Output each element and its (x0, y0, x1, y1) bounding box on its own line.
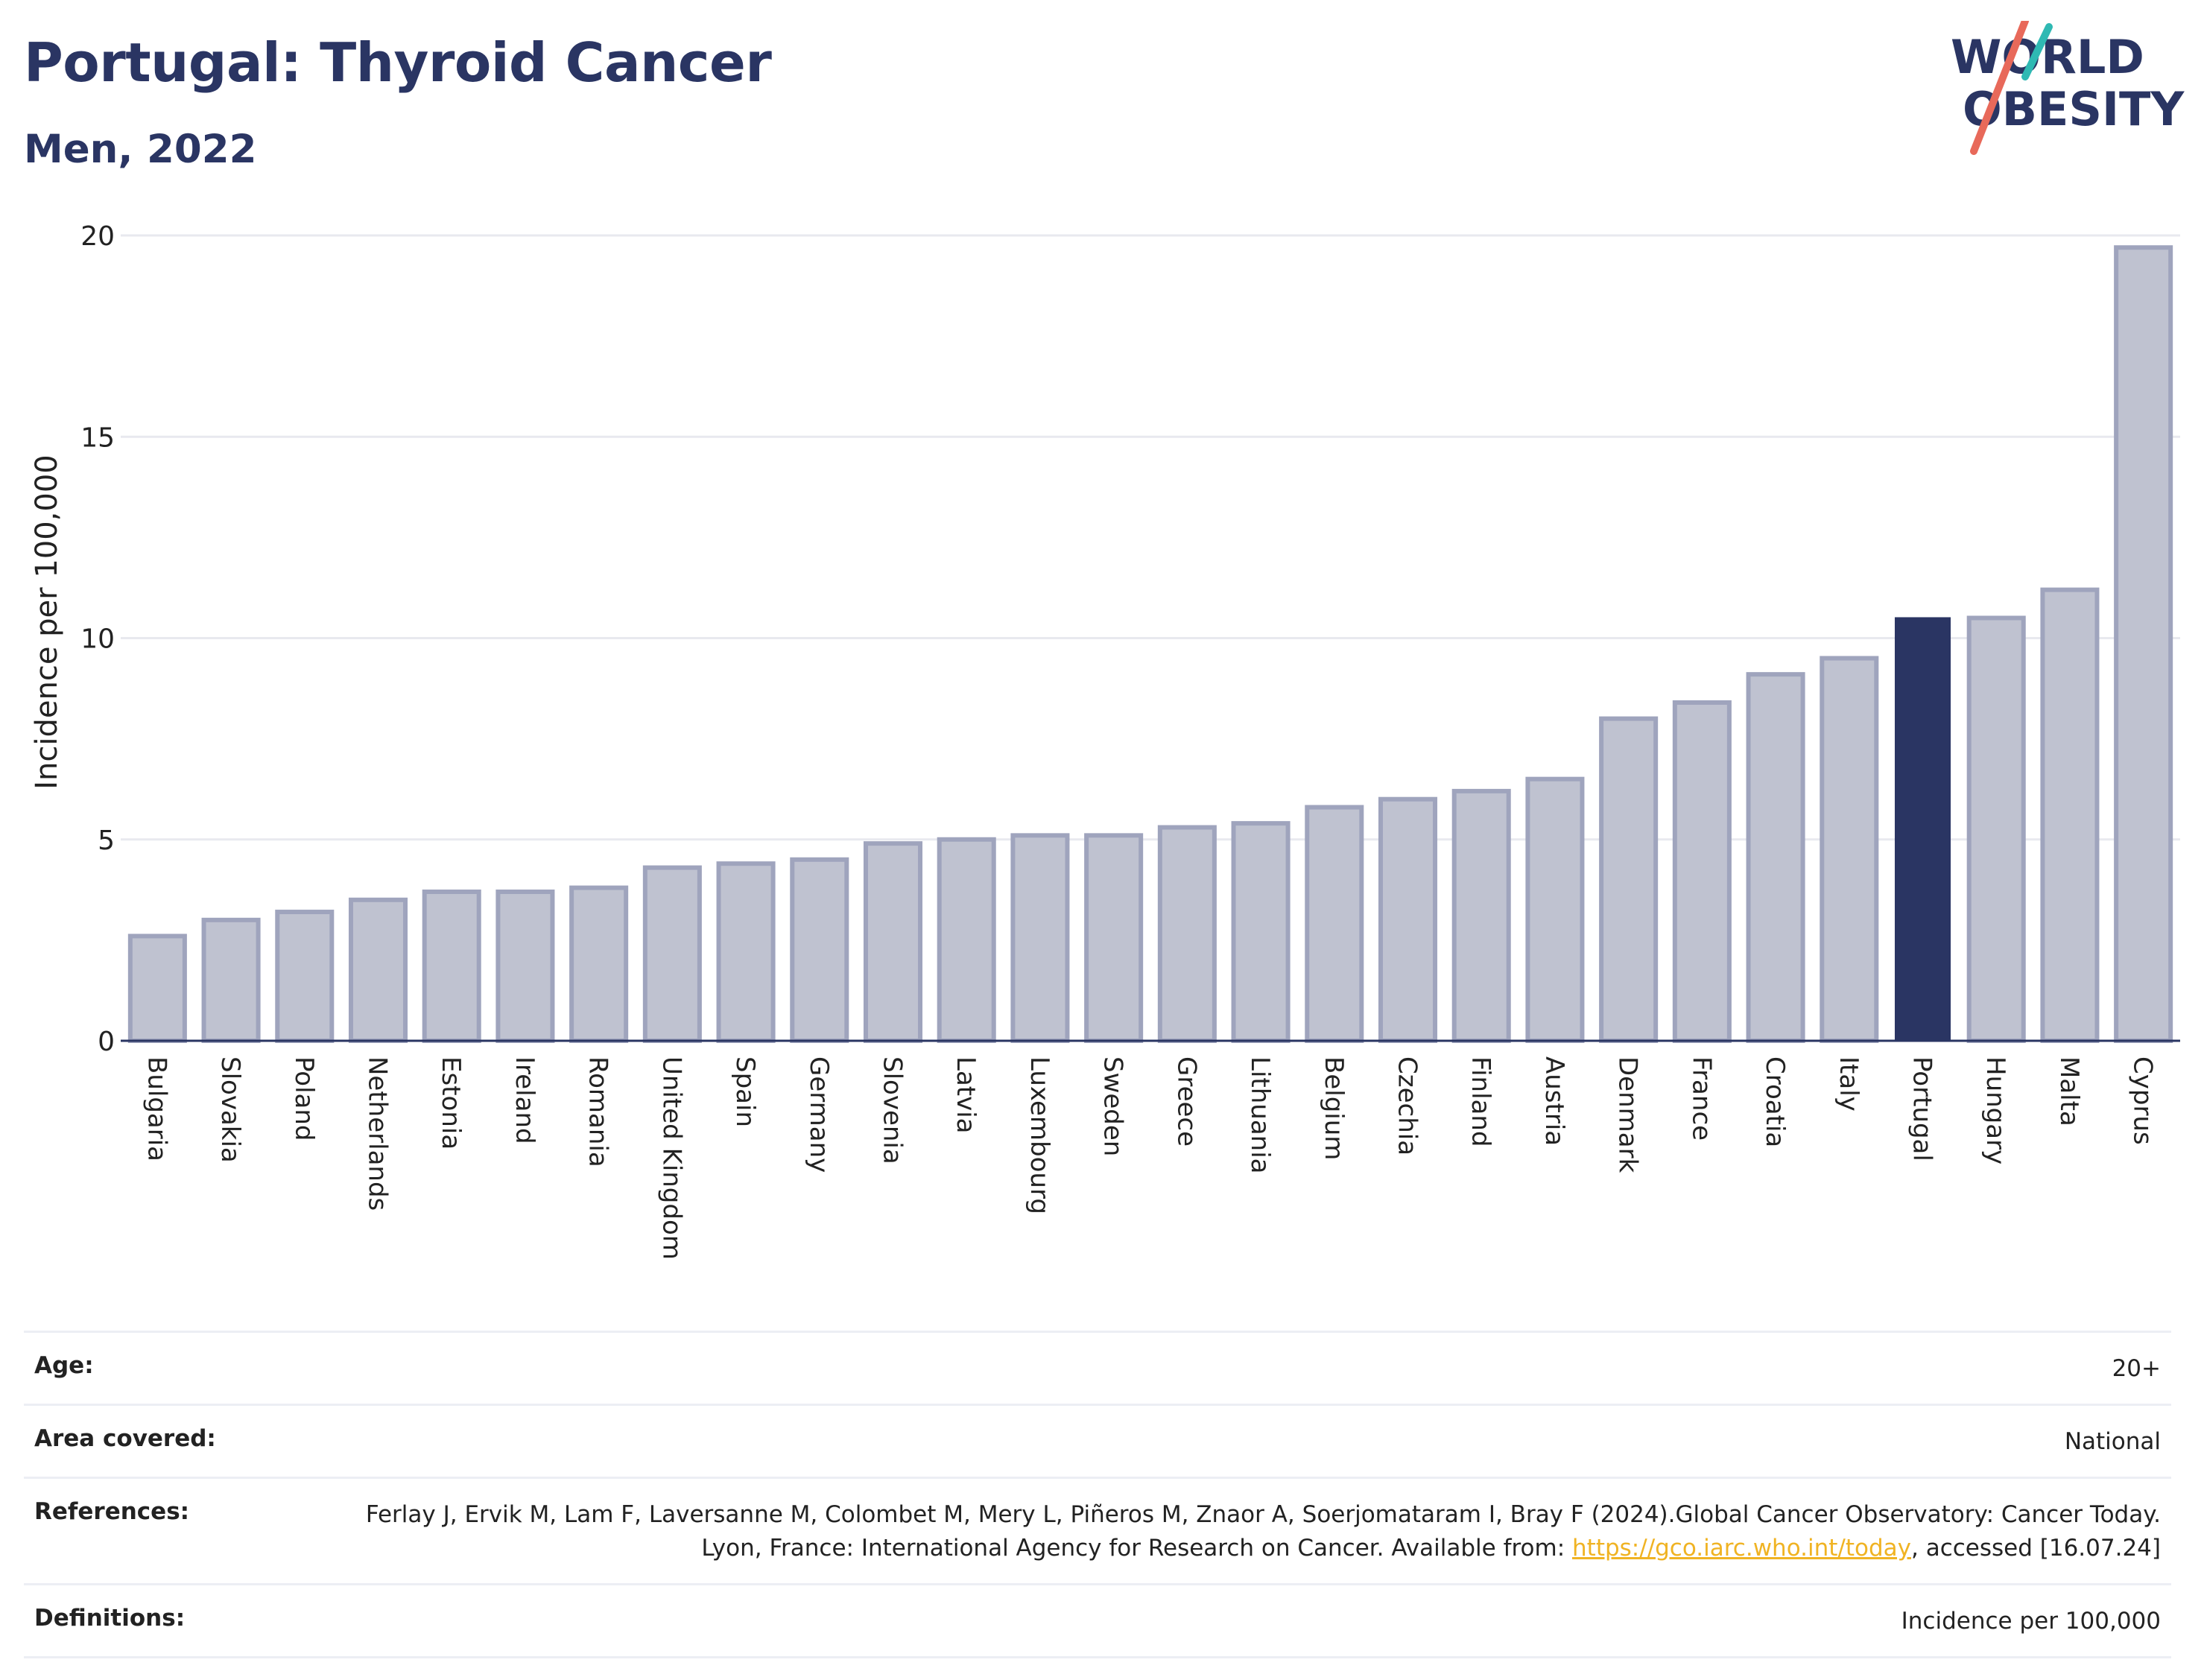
x-tick-label: Czechia (1393, 1056, 1422, 1156)
info-label-references: References: (34, 1498, 190, 1525)
x-tick-label: Portugal (1907, 1056, 1937, 1161)
bar-estonia (422, 890, 481, 1044)
x-tick-labels: Bulgaria Slovakia Poland Netherlands Estonia… (142, 1056, 2157, 1260)
y-tick-labels: 0 5 10 15 20 (80, 221, 115, 1057)
bar-belgium (1305, 805, 1364, 1043)
bar-romania (569, 885, 629, 1043)
bar-greece (1157, 825, 1217, 1044)
x-tick-label: Cyprus (2128, 1056, 2158, 1145)
x-tick-label: Croatia (1760, 1056, 1790, 1147)
x-tick-label: Germany (804, 1056, 834, 1173)
x-tick-label: France (1686, 1056, 1716, 1141)
bar-cyprus (2114, 245, 2173, 1044)
info-row-references: References: Ferlay J, Ervik M, Lam F, La… (24, 1477, 2171, 1583)
x-tick-label: Estonia (436, 1056, 466, 1150)
x-tick-label: Latvia (951, 1056, 981, 1134)
x-tick-label: Romania (583, 1056, 613, 1167)
info-value-references: Ferlay J, Ervik M, Lam F, Laversanne M, … (298, 1498, 2161, 1565)
x-tick-label: Slovenia (878, 1056, 908, 1164)
y-tick-label: 15 (80, 422, 115, 453)
bar-czechia (1378, 796, 1438, 1043)
info-label-area: Area covered: (34, 1425, 216, 1452)
reference-text: Ferlay J, Ervik M, Lam F, Laversanne M, … (365, 1501, 2161, 1562)
bar-united-kingdom (642, 865, 702, 1043)
x-tick-label: Greece (1171, 1056, 1201, 1147)
info-value-age: 20+ (2112, 1355, 2161, 1382)
bars (127, 245, 2173, 1044)
x-tick-label: Luxembourg (1025, 1056, 1054, 1214)
bar-sweden (1084, 833, 1144, 1043)
bar-chart: 0 5 10 15 20 Bulgaria Slovakia Poland Netherlan… (30, 221, 2180, 1260)
x-tick-label: United Kingdom (656, 1056, 686, 1260)
y-tick-label: 10 (80, 624, 115, 655)
bar-ireland (495, 890, 555, 1044)
logo-line-1: WORLD (1951, 30, 2144, 84)
y-tick-label: 5 (98, 825, 115, 856)
x-tick-label: Italy (1834, 1056, 1863, 1112)
x-tick-label: Slovakia (215, 1056, 245, 1163)
x-tick-label: Hungary (1980, 1056, 2010, 1164)
x-tick-label: Belgium (1319, 1056, 1349, 1160)
y-tick-label: 0 (98, 1027, 115, 1057)
bar-denmark (1599, 716, 1659, 1043)
x-tick-label: Lithuania (1245, 1056, 1275, 1173)
bar-germany (790, 857, 849, 1044)
info-row-area: Area covered: National (24, 1404, 2171, 1477)
reference-link[interactable]: https://gco.iarc.who.int/today (1572, 1535, 1911, 1562)
bar-slovenia (863, 841, 923, 1044)
bar-lithuania (1231, 821, 1291, 1043)
reference-accessed: , accessed [16.07.24] (1910, 1535, 2161, 1562)
bar-italy (1820, 656, 1879, 1043)
x-tick-label: Finland (1466, 1056, 1495, 1147)
info-row-age: Age: 20+ (24, 1331, 2171, 1404)
info-label-definitions: Definitions: (34, 1605, 186, 1632)
bar-slovakia (201, 917, 261, 1043)
info-row-definitions: Definitions: Incidence per 100,000 (24, 1583, 2171, 1658)
bar-portugal (1894, 617, 1951, 1042)
bar-croatia (1746, 672, 1805, 1044)
y-axis-title: Incidence per 100,000 (30, 454, 64, 790)
bar-netherlands (348, 897, 408, 1043)
bar-austria (1525, 776, 1585, 1044)
logo-slash-coral (1970, 21, 2029, 155)
bar-malta (2040, 587, 2100, 1043)
x-tick-label: Malta (2054, 1056, 2084, 1126)
world-obesity-logo: WORLD OBESITY (1951, 21, 2185, 155)
bar-poland (275, 910, 335, 1044)
chart-title: Portugal: Thyroid Cancer (24, 31, 772, 94)
x-tick-label: Spain (730, 1056, 760, 1127)
y-tick-label: 20 (80, 221, 115, 252)
x-tick-label: Netherlands (363, 1056, 393, 1211)
x-tick-label: Sweden (1098, 1056, 1128, 1156)
bar-hungary (1966, 615, 2026, 1043)
x-tick-label: Denmark (1613, 1056, 1643, 1173)
logo-slash-teal (2021, 23, 2053, 80)
chart-subtitle: Men, 2022 (24, 127, 257, 172)
bar-bulgaria (127, 933, 187, 1043)
x-tick-label: Ireland (510, 1056, 539, 1144)
info-value-area: National (2064, 1428, 2161, 1455)
x-tick-label: Austria (1539, 1056, 1569, 1146)
bar-latvia (937, 837, 996, 1043)
bar-france (1672, 700, 1732, 1043)
info-table: Age: 20+ Area covered: National Referenc… (24, 1331, 2171, 1658)
bar-luxembourg (1010, 833, 1070, 1043)
x-tick-label: Poland (289, 1056, 319, 1141)
x-tick-label: Bulgaria (142, 1056, 171, 1161)
bar-spain (716, 861, 776, 1044)
info-label-age: Age: (34, 1352, 94, 1379)
bar-finland (1451, 788, 1511, 1043)
info-value-definitions: Incidence per 100,000 (1901, 1608, 2161, 1635)
